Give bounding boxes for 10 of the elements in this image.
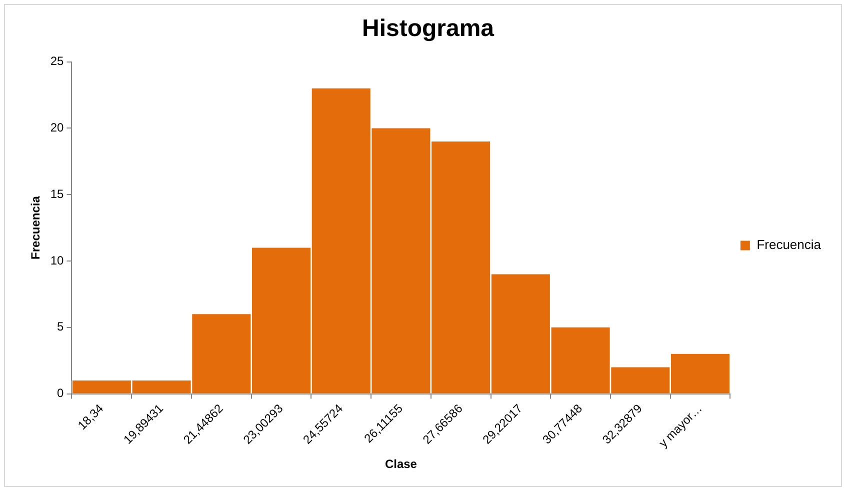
chart-title: Histograma (362, 15, 495, 42)
y-tick-label: 0 (57, 386, 64, 400)
x-axis-title: Clase (384, 457, 418, 472)
y-tick-label: 10 (50, 253, 64, 268)
y-tick-label: 5 (57, 320, 64, 334)
y-tick-label: 15 (50, 186, 64, 201)
legend-label: Frecuencia (756, 237, 822, 252)
y-axis-title: Frecuencia (28, 196, 43, 260)
y-tick-label: 25 (50, 54, 64, 68)
y-tick-label: 20 (50, 120, 64, 135)
